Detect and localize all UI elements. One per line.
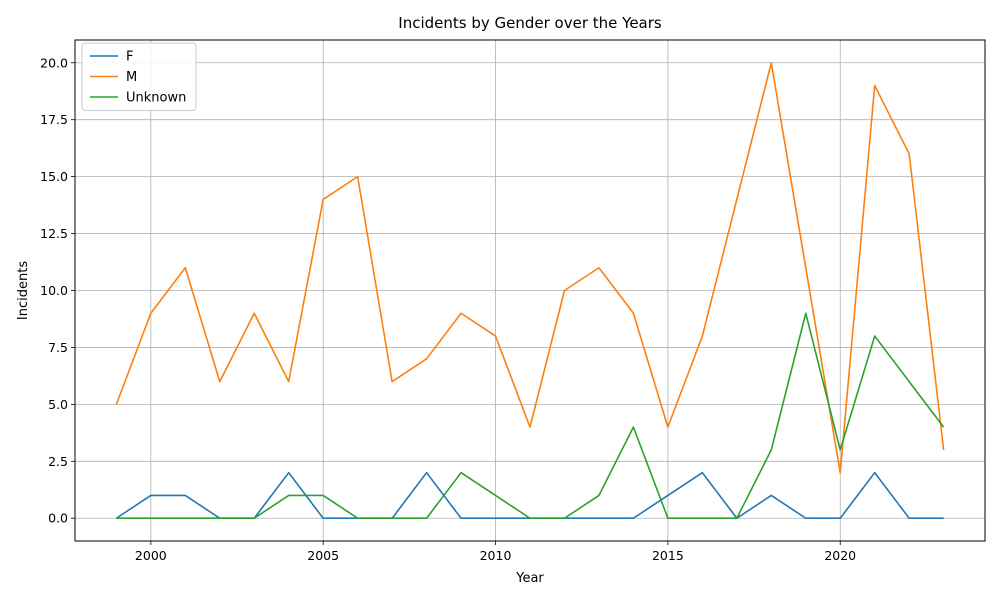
- y-tick-label: 5.0: [48, 397, 68, 412]
- grid-lines: [75, 40, 985, 541]
- y-tick-label: 0.0: [48, 511, 68, 526]
- legend-label: Unknown: [126, 91, 186, 106]
- x-axis-ticks: 2000 2005 2010 2015 2020: [135, 541, 856, 563]
- y-tick-label: 20.0: [40, 55, 68, 70]
- x-tick-label: 2000: [135, 548, 167, 563]
- y-tick-label: 7.5: [48, 340, 68, 355]
- x-tick-label: 2015: [652, 548, 684, 563]
- legend: FM Unknown: [81, 42, 197, 111]
- chart-title: Incidents by Gender over the Years: [398, 14, 662, 32]
- y-axis-label: Incidents: [16, 261, 31, 320]
- x-tick-label: 2020: [824, 548, 856, 563]
- y-tick-label: 10.0: [40, 283, 68, 298]
- x-tick-label: 2010: [480, 548, 512, 563]
- y-axis-ticks: 0.0 2.5 5.0 7.5 10.0 12.5 15.0 17.5 20.0: [40, 55, 75, 526]
- legend-label: F: [126, 50, 133, 65]
- series-line-unknown: [116, 312, 945, 520]
- legend-box: [81, 42, 197, 111]
- legend-label: M: [126, 70, 137, 85]
- series-lines: [115, 61, 945, 520]
- x-axis-label: Year: [515, 571, 544, 586]
- y-tick-label: 2.5: [48, 454, 68, 469]
- y-tick-label: 12.5: [40, 226, 68, 241]
- series-line-m: [115, 61, 945, 474]
- y-tick-label: 17.5: [40, 112, 68, 127]
- y-tick-label: 15.0: [40, 169, 68, 184]
- x-tick-label: 2005: [307, 548, 339, 563]
